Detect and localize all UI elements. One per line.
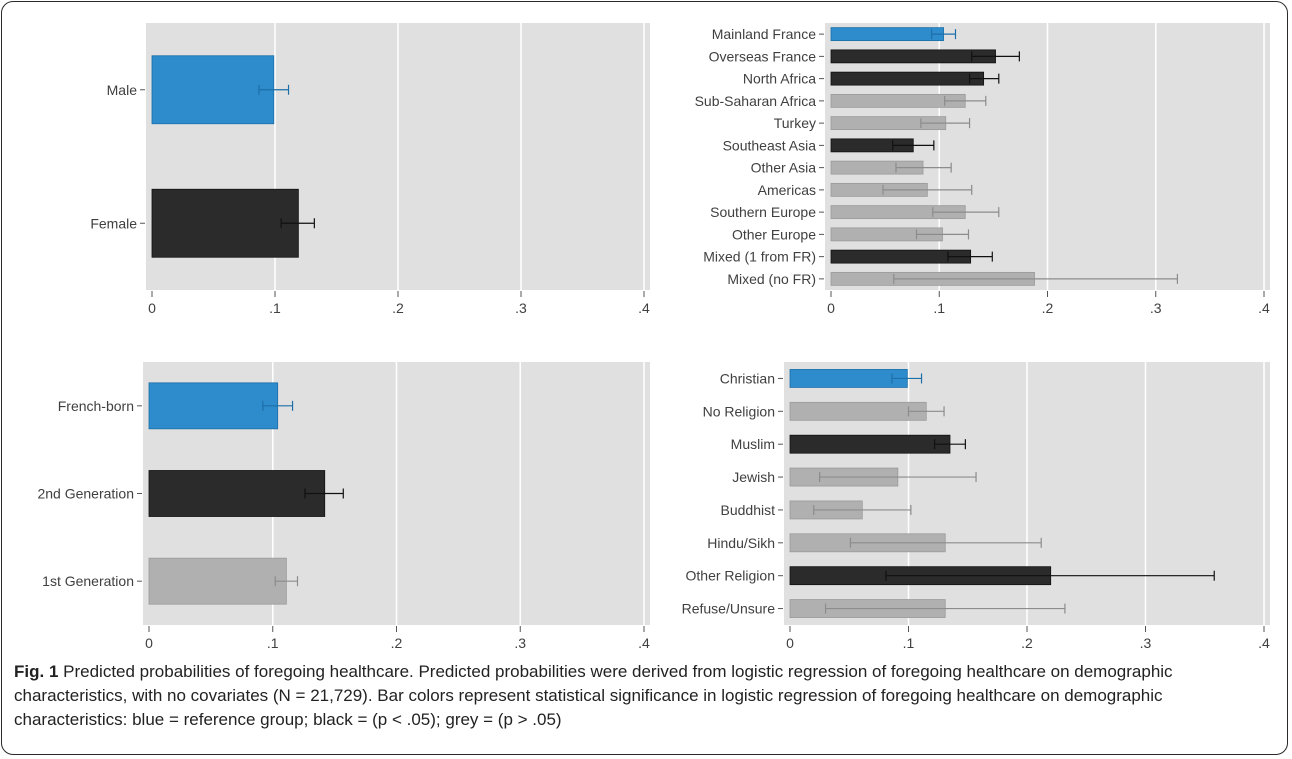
bar — [789, 369, 908, 388]
y-tick-label: Southeast Asia — [723, 137, 817, 153]
bar — [830, 27, 944, 42]
bar — [789, 401, 927, 421]
y-tick-label: Mainland France — [712, 26, 816, 42]
y-tick-label: Jewish — [732, 469, 775, 485]
x-tick-label: .3 — [1150, 300, 1162, 316]
x-tick-label: 0 — [786, 635, 794, 651]
y-tick-label: North Africa — [743, 71, 816, 87]
bar — [148, 557, 287, 605]
y-tick-label: French-born — [58, 398, 134, 414]
x-tick-label: .4 — [638, 635, 650, 651]
bar — [151, 55, 275, 125]
y-tick-label: Sub-Saharan Africa — [695, 93, 817, 109]
y-tick-label: Buddhist — [721, 502, 776, 518]
chart-religion: 0 .1 .2 .3 .4 Christian No Religion Muslim Jewis… — [682, 362, 1270, 651]
caption-label: Fig. 1 — [14, 662, 59, 681]
x-tick-label: .2 — [1021, 635, 1033, 651]
y-tick-label: Female — [90, 215, 137, 231]
x-tick-label: .3 — [514, 635, 526, 651]
y-tick-label: Muslim — [731, 436, 775, 452]
y-tick-label: Mixed (no FR) — [727, 271, 816, 287]
y-tick-label: Other Asia — [751, 160, 817, 176]
y-tick-label: Hindu/Sikh — [707, 535, 775, 551]
x-tick-label: .1 — [903, 635, 915, 651]
bar — [148, 382, 279, 430]
x-tick-label: .4 — [1258, 300, 1270, 316]
chart-sex: 0 .1 .2 .3 .4 Male Female — [90, 23, 650, 316]
y-tick-label: Southern Europe — [710, 204, 816, 220]
x-tick-label: 0 — [148, 300, 156, 316]
x-tick-label: .1 — [269, 300, 281, 316]
x-tick-label: .4 — [1258, 635, 1270, 651]
bar — [148, 470, 326, 517]
figure-caption: Fig. 1 Predicted probabilities of forego… — [14, 660, 1276, 732]
y-tick-label: 1st Generation — [42, 573, 134, 589]
y-tick-label: Other Religion — [686, 568, 776, 584]
caption-text: Predicted probabilities of foregoing hea… — [14, 662, 1173, 729]
bar — [830, 49, 996, 64]
x-tick-label: .2 — [391, 635, 403, 651]
y-tick-label: Male — [107, 82, 138, 98]
y-tick-label: Overseas France — [709, 48, 817, 64]
x-tick-label: .2 — [392, 300, 404, 316]
x-tick-label: .1 — [933, 300, 945, 316]
x-tick-label: .1 — [267, 635, 279, 651]
x-tick-label: .3 — [1140, 635, 1152, 651]
y-tick-label: Mixed (1 from FR) — [703, 249, 816, 265]
y-tick-label: Other Europe — [732, 226, 816, 242]
y-tick-label: Turkey — [774, 115, 816, 131]
bar — [830, 71, 985, 86]
y-tick-label: 2nd Generation — [37, 486, 134, 502]
bar — [789, 434, 951, 454]
x-tick-label: .3 — [515, 300, 527, 316]
y-tick-label: Christian — [720, 370, 775, 386]
bar — [151, 188, 299, 258]
y-tick-label: No Religion — [703, 403, 775, 419]
chart-generation: 0 .1 .2 .3 .4 French-born 2nd Generation 1st Ge… — [37, 362, 650, 651]
y-tick-label: Americas — [758, 182, 816, 198]
chart-origin: 0 .1 .2 .3 .4 Mainland France Overseas France N… — [695, 23, 1270, 316]
x-tick-label: 0 — [827, 300, 835, 316]
x-tick-label: .4 — [638, 300, 650, 316]
x-tick-label: 0 — [145, 635, 153, 651]
y-tick-label: Refuse/Unsure — [682, 601, 776, 617]
x-tick-label: .2 — [1042, 300, 1054, 316]
